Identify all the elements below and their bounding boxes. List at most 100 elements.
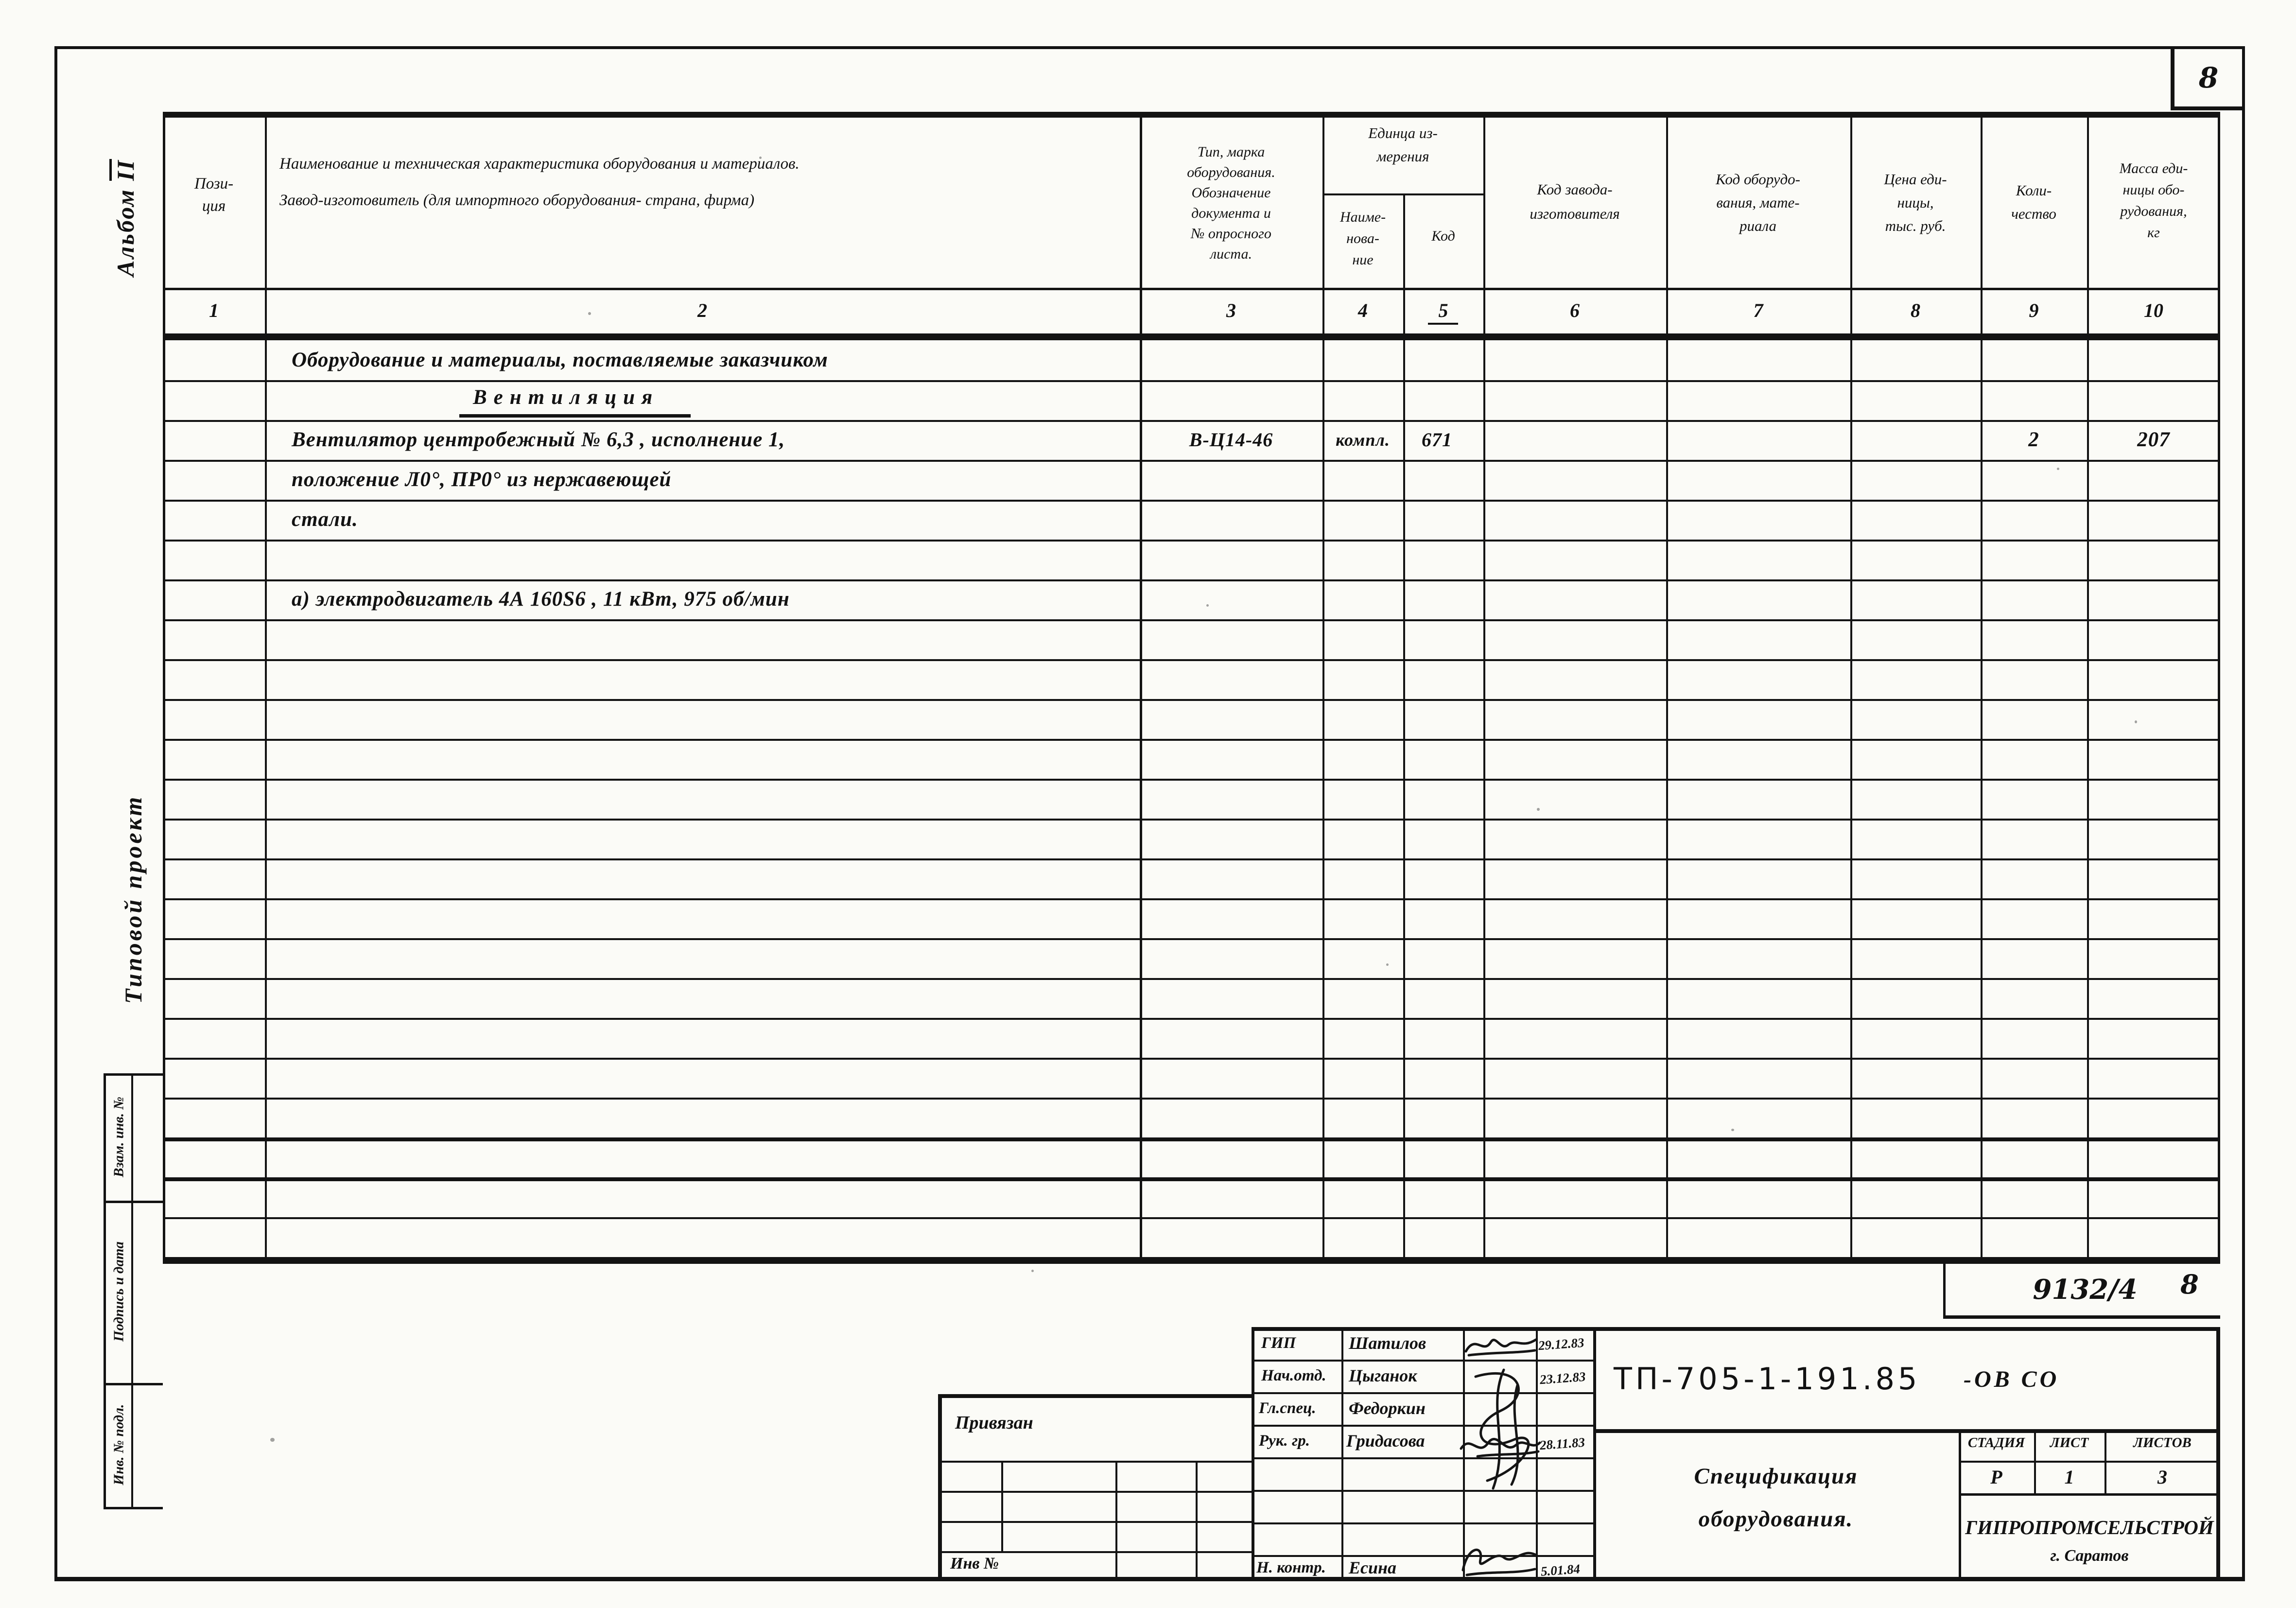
scan-speckle bbox=[1537, 808, 1540, 811]
col-number-2: 2 bbox=[697, 299, 707, 321]
drawing-title-1: Спецификация bbox=[1694, 1464, 1858, 1489]
organization-name: ГИПРОПРОМСЕЛЬСТРОЙ bbox=[1965, 1516, 2214, 1538]
corner-box-bottom bbox=[2171, 106, 2245, 110]
scan-speckle bbox=[1031, 1270, 1034, 1272]
hw-cell-bottom bbox=[1943, 1315, 2220, 1319]
stamp-top-right bbox=[1252, 1327, 2220, 1331]
col-number-1: 1 bbox=[209, 299, 219, 321]
stage-value: Р bbox=[1990, 1466, 2002, 1488]
table-row-line bbox=[163, 819, 2220, 821]
stage-label: СТАДИЯ bbox=[1967, 1435, 2025, 1451]
signature-icon bbox=[1460, 1438, 1541, 1458]
attr-box-line bbox=[104, 1073, 163, 1076]
table-row-line bbox=[163, 779, 2220, 781]
role-gip: ГИП bbox=[1261, 1334, 1296, 1352]
col-number-5: 5 bbox=[1438, 299, 1448, 321]
header-position: Пози- ция bbox=[194, 175, 234, 215]
stamp-line bbox=[1252, 1457, 1593, 1459]
table-row-line bbox=[163, 699, 2220, 701]
col-number-8: 8 bbox=[1911, 299, 1920, 321]
name-rukgr: Гридасова bbox=[1346, 1431, 1425, 1451]
date-gip: 29.12.83 bbox=[1538, 1335, 1585, 1353]
sheet-value: 1 bbox=[2064, 1466, 2074, 1488]
stamp-line bbox=[1252, 1360, 1593, 1362]
col-number-5-underline bbox=[1428, 323, 1458, 325]
grid-line bbox=[2087, 118, 2089, 1257]
sheet-label: ЛИСТ bbox=[2050, 1435, 2089, 1451]
stamp-line bbox=[1463, 1327, 1465, 1581]
header-name: Наименование и техническая характеристик… bbox=[279, 155, 800, 209]
page-number: 8 bbox=[2198, 61, 2219, 94]
attr-box-line bbox=[131, 1073, 133, 1509]
table-row-line bbox=[163, 579, 2220, 581]
table-row-line bbox=[163, 739, 2220, 741]
frame-top bbox=[54, 46, 2245, 49]
table-row-line bbox=[163, 1018, 2220, 1020]
stamp-line bbox=[1196, 1461, 1198, 1581]
role-rukgr: Рук. гр. bbox=[1259, 1432, 1310, 1450]
vzam-inv-label: Взам. инв. № bbox=[111, 1097, 127, 1177]
stamp-line bbox=[1252, 1425, 1593, 1427]
doc-suffix: -ОВ СО bbox=[1964, 1366, 2060, 1392]
role-nachotd: Нач.отд. bbox=[1261, 1367, 1326, 1384]
header-equipment-code: Код оборудо- вания, мате- риала bbox=[1716, 171, 1800, 234]
scan-speckle bbox=[1386, 963, 1389, 966]
scan-speckle bbox=[1206, 604, 1209, 607]
col-number-6: 6 bbox=[1570, 299, 1580, 321]
stamp-line bbox=[1252, 1392, 1593, 1394]
grid-line bbox=[265, 118, 267, 1257]
stamp-line bbox=[938, 1521, 1252, 1523]
table-row-line bbox=[163, 500, 2220, 502]
project-type-label: Типовой проект bbox=[120, 794, 147, 1004]
attr-box-line bbox=[104, 1073, 106, 1509]
stamp-line bbox=[1252, 1555, 1593, 1557]
name-gip: Шатилов bbox=[1349, 1333, 1426, 1353]
album-word: Альбом bbox=[112, 188, 139, 277]
stamp-line bbox=[1959, 1493, 2220, 1496]
table-row-line bbox=[163, 1098, 2220, 1100]
stamp-line bbox=[1001, 1461, 1003, 1551]
album-number: II bbox=[112, 159, 139, 181]
col-number-3: 3 bbox=[1226, 299, 1236, 321]
attr-box-line bbox=[104, 1201, 163, 1203]
date-rukgr: 28.11.83 bbox=[1539, 1434, 1585, 1453]
table-row-line bbox=[163, 619, 2220, 621]
row-fan-name-3: стали. bbox=[292, 508, 358, 531]
stamp-right bbox=[2216, 1327, 2220, 1581]
table-row-line bbox=[163, 540, 2220, 542]
stamp-line bbox=[938, 1491, 1252, 1493]
stamp-line bbox=[1252, 1490, 1593, 1492]
doc-code: ТП-705-1-191.85 bbox=[1614, 1361, 1921, 1397]
stamp-top-left bbox=[938, 1394, 1252, 1398]
stamp-line bbox=[1252, 1522, 1593, 1524]
frame-bottom bbox=[54, 1577, 2245, 1581]
table-left bbox=[163, 112, 165, 1264]
sheets-label: ЛИСТОВ bbox=[2133, 1435, 2192, 1451]
header-mass: Масса еди- ницы обо- рудования, кг bbox=[2119, 160, 2188, 241]
table-bottom bbox=[163, 1257, 2220, 1264]
scan-speckle bbox=[270, 1438, 275, 1442]
frame-left bbox=[54, 46, 57, 1581]
role-glspec: Гл.спец. bbox=[1259, 1399, 1316, 1417]
header-unit-name: Наиме- нова- ние bbox=[1339, 209, 1386, 268]
date-nachotd: 23.12.83 bbox=[1539, 1369, 1586, 1387]
stamp-line bbox=[1593, 1429, 2220, 1433]
privyazan-label: Привязан bbox=[955, 1413, 1033, 1433]
drawing-title-2: оборудования. bbox=[1698, 1506, 1854, 1532]
hw-doc-number: 9132/4 bbox=[2033, 1274, 2138, 1306]
attr-box-line bbox=[104, 1507, 163, 1509]
header-factory-code: Код завода- изготовителя bbox=[1530, 181, 1620, 222]
stamp-line bbox=[938, 1551, 1252, 1553]
table-row-line bbox=[163, 938, 2220, 940]
attr-box-line bbox=[104, 1383, 163, 1385]
corner-box-left bbox=[2171, 49, 2174, 106]
table-right bbox=[2218, 112, 2220, 1264]
table-row-line bbox=[163, 858, 2220, 860]
frame-right bbox=[2242, 46, 2245, 1581]
col-number-9: 9 bbox=[2029, 299, 2039, 321]
grid-line bbox=[1403, 193, 1405, 1257]
stamp-line bbox=[1959, 1461, 2220, 1463]
grid-line bbox=[1981, 118, 1983, 1257]
scan-speckle bbox=[588, 312, 591, 315]
